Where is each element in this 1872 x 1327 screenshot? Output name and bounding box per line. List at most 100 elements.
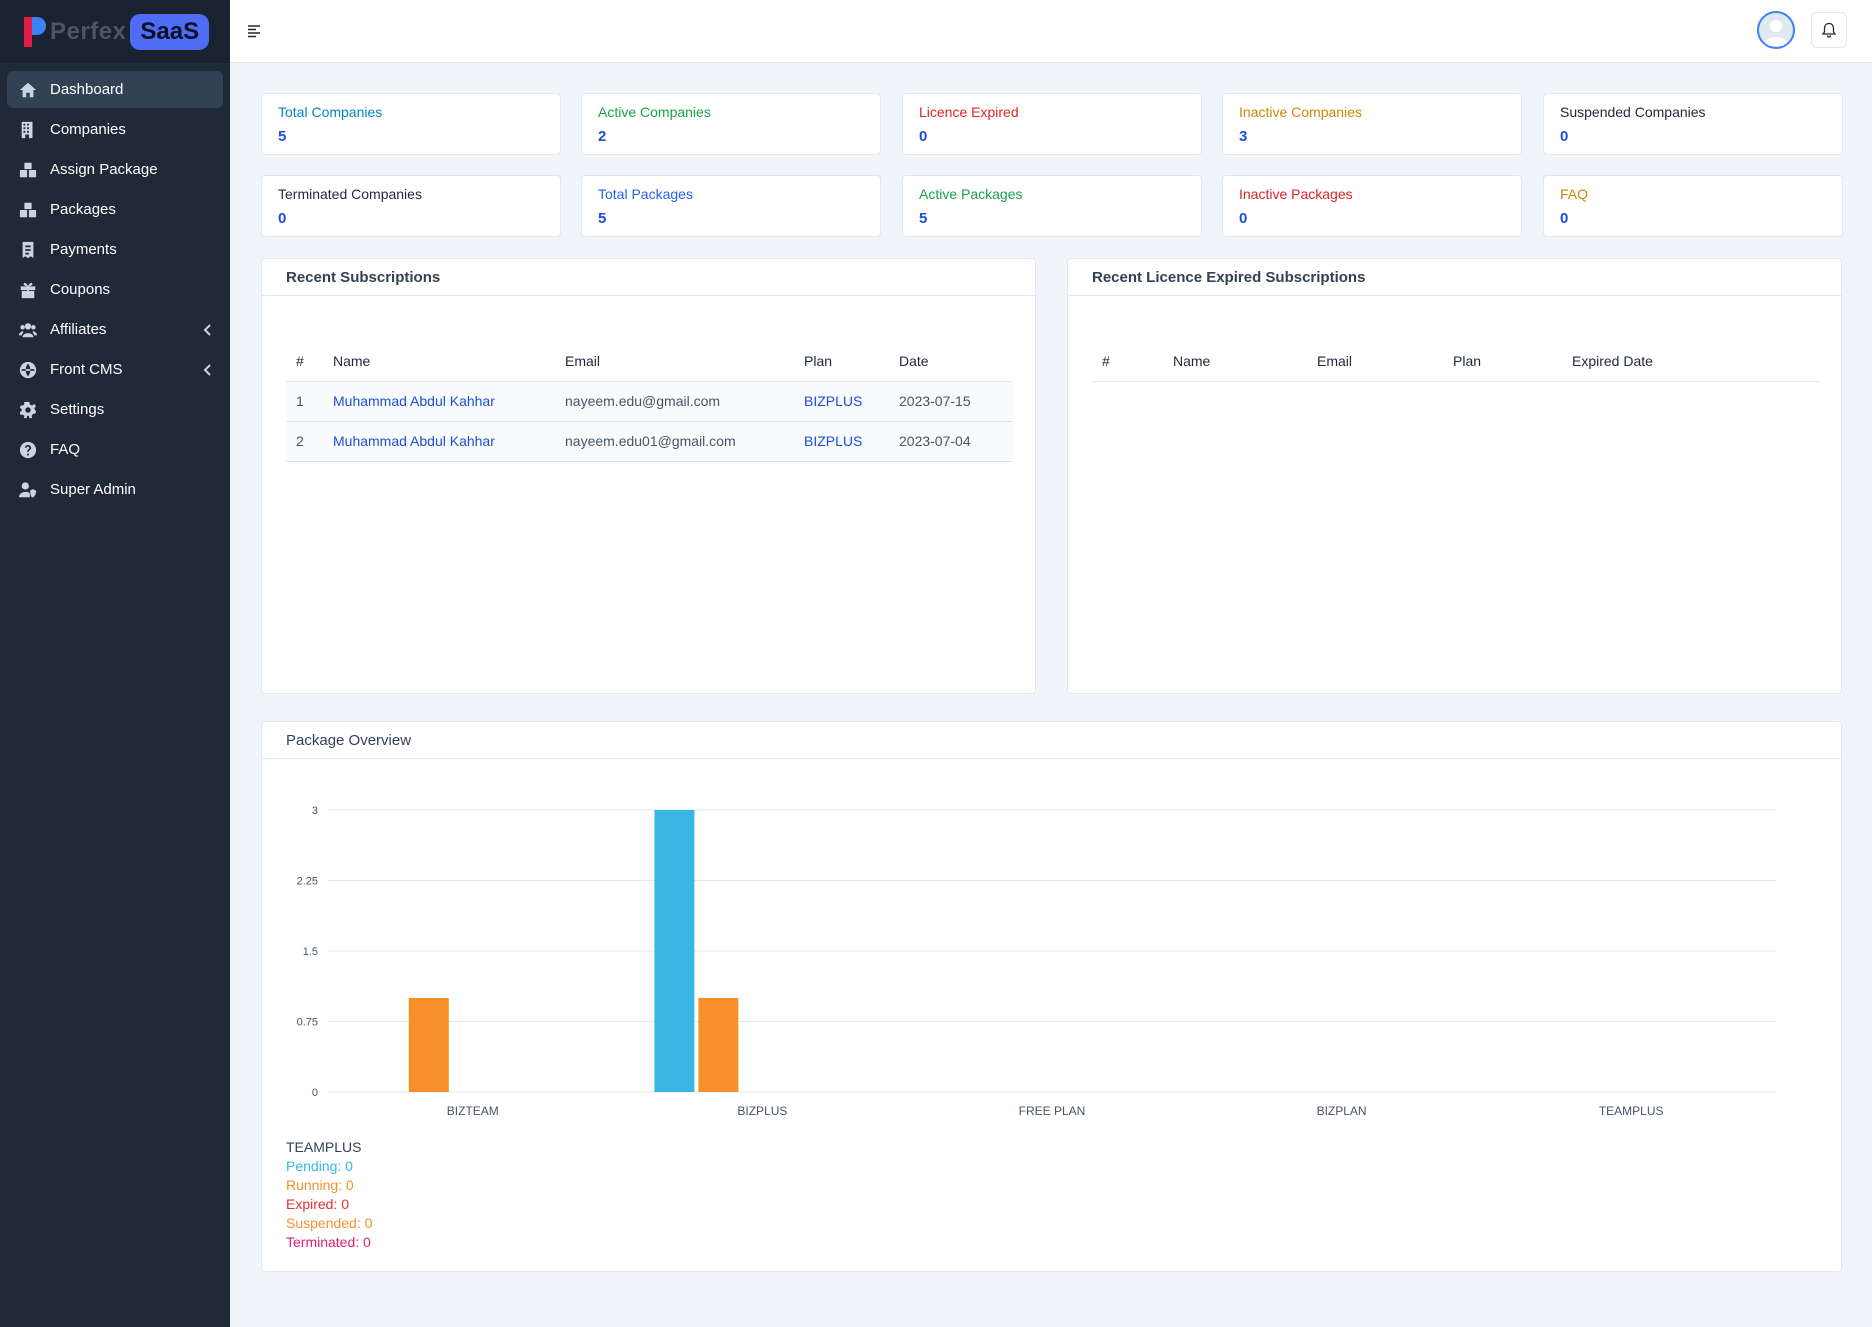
stat-label: Terminated Companies xyxy=(278,186,422,202)
expired-subscriptions-panel: Recent Licence Expired Subscriptions # N… xyxy=(1067,258,1842,694)
sidebar: Perfex SaaS Dashboard Companies Assign P… xyxy=(0,0,230,1327)
email-cell: nayeem.edu01@gmail.com xyxy=(555,421,794,462)
gift-icon xyxy=(18,280,38,300)
panel-title: Package Overview xyxy=(262,722,1841,759)
stat-label: Suspended Companies xyxy=(1560,104,1706,120)
stat-value: 3 xyxy=(1239,128,1248,145)
sidebar-item-front-cms[interactable]: Front CMS xyxy=(7,351,223,388)
y-tick-label: 3 xyxy=(312,805,318,817)
sidebar-item-packages[interactable]: Packages xyxy=(7,191,223,228)
x-tick-label: BIZPLUS xyxy=(737,1104,787,1118)
column-header[interactable]: Email xyxy=(555,341,794,382)
column-header[interactable]: Name xyxy=(323,341,555,382)
stat-value: 0 xyxy=(278,210,287,227)
column-header[interactable]: Date xyxy=(889,341,1013,382)
company-name-link[interactable]: Muhammad Abdul Kahhar xyxy=(323,421,555,462)
users-icon xyxy=(18,320,38,340)
sidebar-item-label: Coupons xyxy=(50,281,111,298)
stat-card[interactable]: Licence Expired 0 xyxy=(902,93,1202,155)
gear-icon xyxy=(18,400,38,420)
sidebar-item-settings[interactable]: Settings xyxy=(7,391,223,428)
sidebar-item-label: Payments xyxy=(50,241,117,258)
sidebar-item-label: Settings xyxy=(50,401,105,418)
tooltip-title: TEAMPLUS xyxy=(286,1139,362,1155)
row-number: 2 xyxy=(286,421,323,462)
stat-value: 5 xyxy=(278,128,287,145)
chart-bar xyxy=(408,998,449,1092)
plan-link[interactable]: BIZPLUS xyxy=(794,421,889,462)
stat-label: Total Packages xyxy=(598,186,693,202)
column-header[interactable]: Expired Date xyxy=(1562,341,1819,382)
x-tick-label: FREE PLAN xyxy=(1019,1104,1086,1118)
sidebar-item-companies[interactable]: Companies xyxy=(7,111,223,148)
column-header[interactable]: Name xyxy=(1163,341,1307,382)
chart-tooltip-legend: TEAMPLUS Pending: 0 Running: 0 Expired: … xyxy=(286,1138,372,1252)
stat-card[interactable]: Active Companies 2 xyxy=(581,93,881,155)
plan-link[interactable]: BIZPLUS xyxy=(794,381,889,422)
tooltip-line-running: Running: 0 xyxy=(286,1177,354,1193)
sidebar-item-assign-package[interactable]: Assign Package xyxy=(7,151,223,188)
chevron-left-icon xyxy=(203,323,211,336)
stat-card[interactable]: Suspended Companies 0 xyxy=(1543,93,1843,155)
y-tick-label: 2.25 xyxy=(297,876,318,888)
row-number: 1 xyxy=(286,381,323,422)
stat-card[interactable]: Total Packages 5 xyxy=(581,175,881,237)
user-shield-icon xyxy=(18,480,38,500)
sidebar-item-super-admin[interactable]: Super Admin xyxy=(7,471,223,508)
panel-title: Recent Subscriptions xyxy=(262,259,1035,296)
chart-bar xyxy=(698,998,739,1092)
stat-card[interactable]: Active Packages 5 xyxy=(902,175,1202,237)
logo-mark-icon xyxy=(24,16,46,47)
boxes-icon xyxy=(18,200,38,220)
stat-card[interactable]: FAQ 0 xyxy=(1543,175,1843,237)
brand-logo[interactable]: Perfex SaaS xyxy=(0,0,230,63)
sidebar-item-affiliates[interactable]: Affiliates xyxy=(7,311,223,348)
building-icon xyxy=(18,120,38,140)
package-overview-chart: 0 0.75 1.5 2.25 3 BIZTEAM BIZPLUS FREE PLAN BIZP… xyxy=(297,805,1776,1118)
stat-card[interactable]: Inactive Companies 3 xyxy=(1222,93,1522,155)
tooltip-line-pending: Pending: 0 xyxy=(286,1158,353,1174)
stat-card[interactable]: Inactive Packages 0 xyxy=(1222,175,1522,237)
brand-name: Perfex xyxy=(50,17,127,45)
company-name-link[interactable]: Muhammad Abdul Kahhar xyxy=(323,381,555,422)
column-header[interactable]: # xyxy=(1092,341,1163,382)
panel-title: Recent Licence Expired Subscriptions xyxy=(1068,259,1841,296)
home-icon xyxy=(18,80,38,100)
sidebar-item-coupons[interactable]: Coupons xyxy=(7,271,223,308)
sidebar-item-label: FAQ xyxy=(50,441,81,458)
recent-subscriptions-table: # Name Email Plan Date 1 Muhammad Abdul … xyxy=(286,341,1013,462)
user-avatar[interactable] xyxy=(1757,11,1795,49)
stat-label: Inactive Packages xyxy=(1239,186,1353,202)
y-tick-label: 0.75 xyxy=(297,1017,318,1029)
stat-value: 0 xyxy=(1560,210,1569,227)
stat-value: 0 xyxy=(919,128,928,145)
tooltip-line-expired: Expired: 0 xyxy=(286,1196,350,1212)
date-cell: 2023-07-04 xyxy=(889,421,1013,462)
column-header[interactable]: # xyxy=(286,341,323,382)
sidebar-item-label: Dashboard xyxy=(50,81,124,98)
sidebar-item-label: Front CMS xyxy=(50,361,123,378)
column-header[interactable]: Email xyxy=(1307,341,1443,382)
tooltip-line-suspended: Suspended: 0 xyxy=(286,1215,373,1231)
table-row: 1 Muhammad Abdul Kahhar nayeem.edu@gmail… xyxy=(286,381,1013,422)
sidebar-item-payments[interactable]: Payments xyxy=(7,231,223,268)
table-header-row: # Name Email Plan Date xyxy=(286,341,1013,382)
y-tick-label: 0 xyxy=(312,1087,318,1099)
stat-value: 0 xyxy=(1560,128,1569,145)
x-tick-label: BIZTEAM xyxy=(447,1104,499,1118)
sidebar-item-label: Assign Package xyxy=(50,161,158,178)
column-header[interactable]: Plan xyxy=(1443,341,1562,382)
sidebar-item-dashboard[interactable]: Dashboard xyxy=(7,71,223,108)
email-cell: nayeem.edu@gmail.com xyxy=(555,381,794,422)
menu-toggle-icon[interactable] xyxy=(247,24,261,38)
stat-card[interactable]: Terminated Companies 0 xyxy=(261,175,561,237)
table-header-row: # Name Email Plan Expired Date xyxy=(1092,341,1819,382)
sidebar-item-faq[interactable]: FAQ xyxy=(7,431,223,468)
column-header[interactable]: Plan xyxy=(794,341,889,382)
stat-card[interactable]: Total Companies 5 xyxy=(261,93,561,155)
stat-label: Active Packages xyxy=(919,186,1023,202)
chevron-left-icon xyxy=(203,363,211,376)
notifications-bell-icon[interactable] xyxy=(1811,12,1847,48)
sidebar-item-label: Packages xyxy=(50,201,116,218)
stat-value: 0 xyxy=(1239,210,1248,227)
